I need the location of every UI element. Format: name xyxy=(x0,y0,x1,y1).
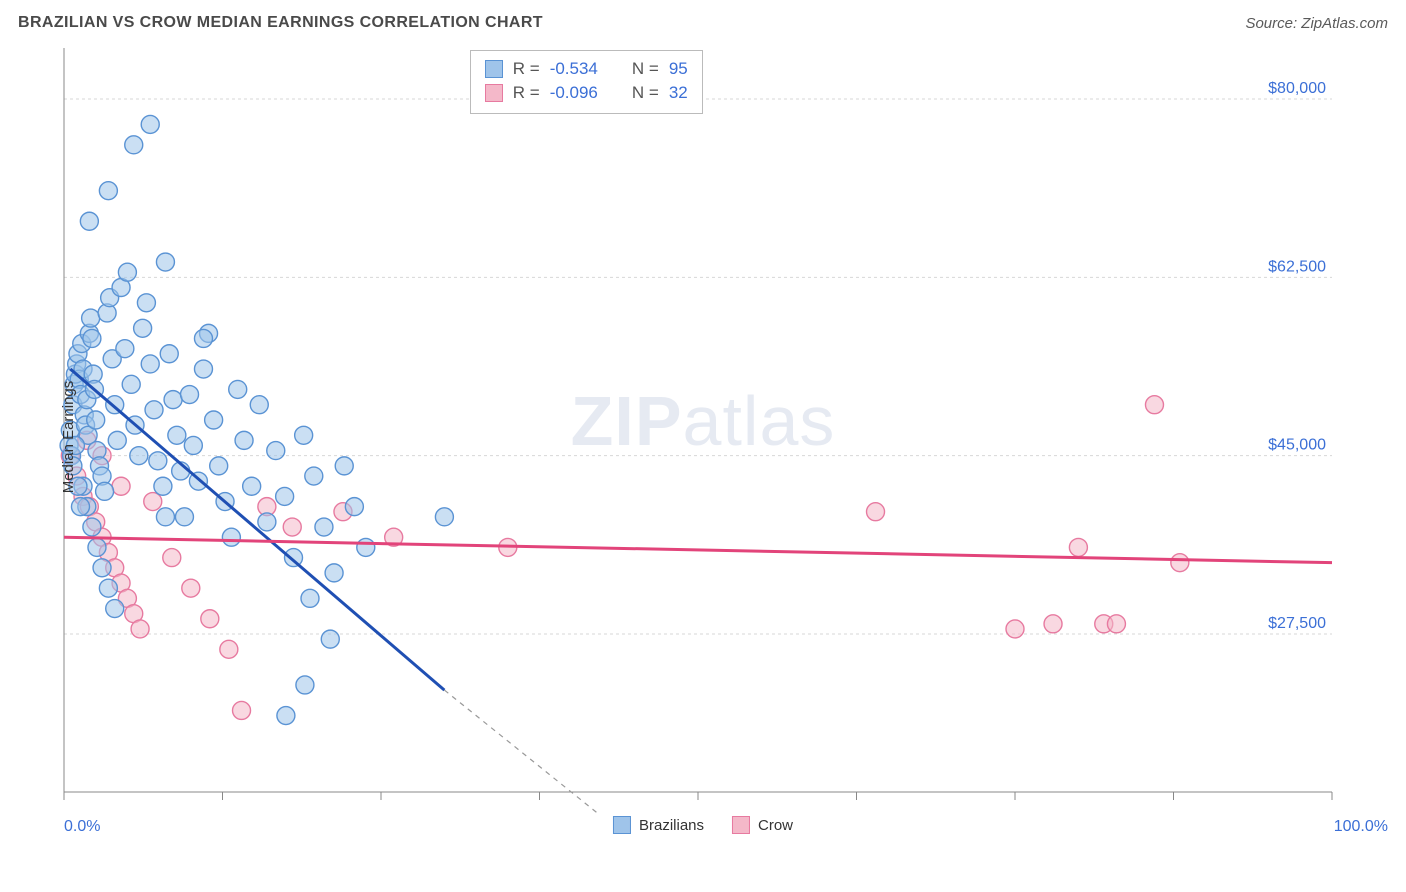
legend-item-crow: Crow xyxy=(732,816,793,834)
svg-text:$62,500: $62,500 xyxy=(1268,258,1326,275)
swatch-crow xyxy=(732,816,750,834)
y-axis-label: Median Earnings xyxy=(60,381,77,494)
stats-row-crow: R =-0.096N =32 xyxy=(485,81,688,105)
legend-item-brazilians: Brazilians xyxy=(613,816,704,834)
svg-text:$80,000: $80,000 xyxy=(1268,80,1326,97)
source-label: Source: ZipAtlas.com xyxy=(1245,15,1388,32)
swatch-brazilians xyxy=(613,816,631,834)
stats-row-brazilians: R =-0.534N =95 xyxy=(485,57,688,81)
x-axis-max-label: 100.0% xyxy=(1334,818,1388,836)
legend-footer: Brazilians Crow xyxy=(613,816,793,834)
legend-label-brazilians: Brazilians xyxy=(639,817,704,834)
scatter-plot: $27,500 $45,000 $62,500 $80,000 xyxy=(18,42,1338,832)
x-axis-min-label: 0.0% xyxy=(64,818,100,836)
stats-legend-box: R =-0.534N =95R =-0.096N =32 xyxy=(470,50,703,114)
legend-label-crow: Crow xyxy=(758,817,793,834)
svg-text:$27,500: $27,500 xyxy=(1268,615,1326,632)
chart-container: Median Earnings $27,500 $45,000 $62,500 $80… xyxy=(18,42,1388,832)
svg-text:$45,000: $45,000 xyxy=(1268,437,1326,454)
chart-title: BRAZILIAN VS CROW MEDIAN EARNINGS CORREL… xyxy=(18,14,543,32)
